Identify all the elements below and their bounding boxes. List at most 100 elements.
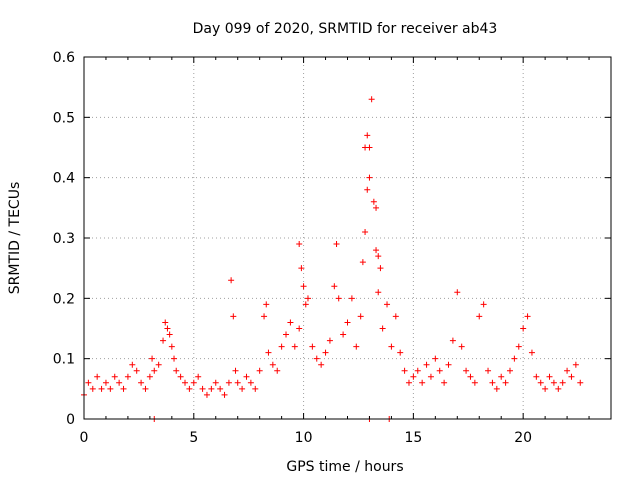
data-point [94,373,101,380]
data-point [208,385,215,392]
data-point [322,349,329,356]
data-point [333,241,340,248]
data-point [364,186,371,193]
data-point [190,379,197,386]
y-tick-label: 0.6 [53,50,75,66]
data-point [89,385,96,392]
data-point [177,373,184,380]
grid [84,57,611,419]
data-point [445,361,452,368]
data-point [252,385,259,392]
data-point [304,295,311,302]
data-point [454,289,461,296]
data-point [263,301,270,308]
data-point [142,385,149,392]
data-point [298,265,305,272]
data-point [302,301,309,308]
data-point [537,379,544,386]
data-point [313,355,320,362]
data-point [449,337,456,344]
x-tick-label: 5 [189,430,198,446]
data-point [217,385,224,392]
data-point [199,385,206,392]
data-point [344,319,351,326]
data-point [392,313,399,320]
data-point [274,367,281,374]
data-point [546,373,553,380]
data-point [296,241,303,248]
data-point [133,367,140,374]
data-point [564,367,571,374]
data-point [528,349,535,356]
data-point [203,391,210,398]
data-point [427,373,434,380]
data-point [232,367,239,374]
data-point [98,385,105,392]
data-point [162,319,169,326]
data-point [524,313,531,320]
data-point [362,144,369,151]
x-axis-label: GPS time / hours [286,459,403,475]
y-tick-label: 0 [66,412,75,428]
y-tick-label: 0.3 [53,231,75,247]
data-point [149,355,156,362]
data-point [243,373,250,380]
data-point [166,331,173,338]
data-point [384,301,391,308]
data-point [480,301,487,308]
data-point [410,373,417,380]
data-point [489,379,496,386]
data-point [335,295,342,302]
data-point [256,367,263,374]
data-point [309,343,316,350]
x-tick-label: 15 [404,430,422,446]
data-point [173,367,180,374]
data-point [362,228,369,235]
data-point [458,343,465,350]
data-point [401,367,408,374]
data-point [171,355,178,362]
y-axis-label: SRMTID / TECUs [7,182,23,295]
data-point [146,373,153,380]
data-point [359,259,366,266]
data-point [195,373,202,380]
data-point [463,367,470,374]
data-point [221,391,228,398]
data-point [441,379,448,386]
data-point [423,361,430,368]
data-point [572,361,579,368]
data-point [414,367,421,374]
data-point [326,337,333,344]
x-tick-label: 0 [80,430,89,446]
data-point [111,373,118,380]
data-point [107,385,114,392]
data-point [247,379,254,386]
data-point [364,132,371,139]
data-point [502,379,509,386]
data-point [373,247,380,254]
data-point [85,379,92,386]
data-point [228,277,235,284]
data-point [331,283,338,290]
data-point [397,349,404,356]
data-point [340,331,347,338]
data-point [287,319,294,326]
data-point [506,367,513,374]
x-tick-label: 10 [295,430,313,446]
data-point [515,343,522,350]
x-tick-labels: 0 5 10 15 20 [80,430,533,446]
data-point [353,343,360,350]
data-point [164,325,171,332]
chart-title: Day 099 of 2020, SRMTID for receiver ab4… [193,21,498,37]
y-tick-label: 0.4 [53,171,75,187]
data-point [568,373,575,380]
y-tick-label: 0.5 [53,110,75,126]
data-point [348,295,355,302]
data-point [300,283,307,290]
data-point [498,373,505,380]
data-point [318,361,325,368]
axis-ticks [83,56,611,420]
data-point [160,337,167,344]
y-tick-labels: 0 0.1 0.2 0.3 0.4 0.5 0.6 [53,50,75,428]
